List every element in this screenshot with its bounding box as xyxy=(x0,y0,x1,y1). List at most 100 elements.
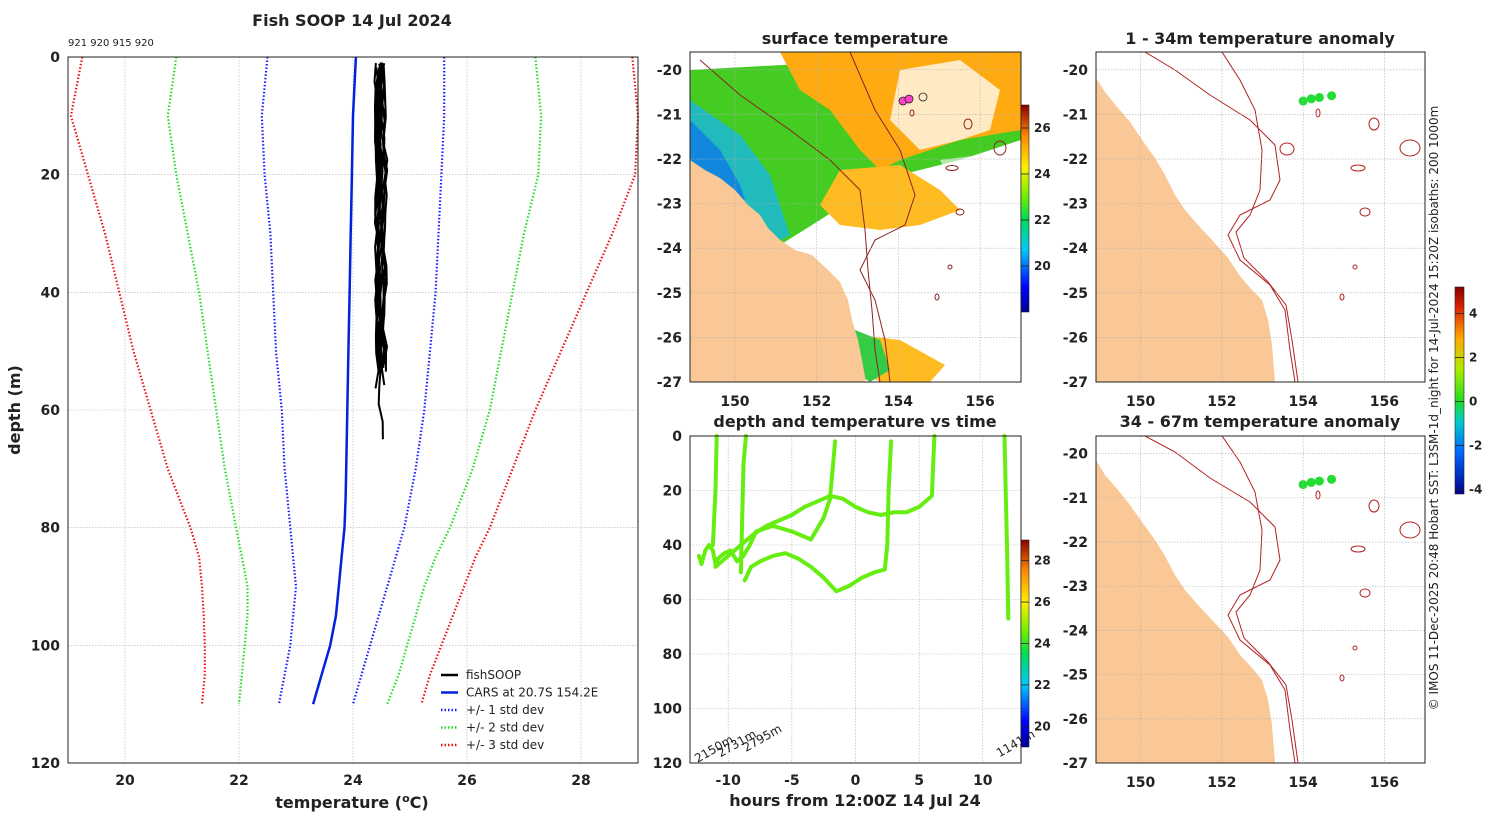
map-ytick-label: -26 xyxy=(1063,712,1088,728)
anomaly-1-seamount-6 xyxy=(1315,108,1321,118)
profile-panel: Fish SOOP 14 Jul 2024 921 920 915 920 20… xyxy=(5,11,640,812)
ts-xtick-label: 10 xyxy=(973,773,993,789)
map-xtick-label: 152 xyxy=(1207,775,1236,791)
profile-ytick-label: 40 xyxy=(41,285,61,301)
ts-ytick-label: 60 xyxy=(663,593,683,609)
anomaly-point xyxy=(1306,477,1316,487)
sst-cloud-gap xyxy=(890,60,1000,150)
anomaly-2-seamount-3 xyxy=(1359,588,1371,598)
map-ytick-label: -25 xyxy=(1063,668,1088,684)
ts-xtick-label: 0 xyxy=(851,773,861,789)
anomaly-map-2-frame xyxy=(1095,435,1426,764)
map-ytick-label: -24 xyxy=(1063,241,1089,257)
anomaly-1-seamount-8 xyxy=(1339,293,1345,301)
anomaly-1-seamount-5 xyxy=(1279,142,1295,156)
colorbar-tick-label: -2 xyxy=(1469,439,1482,453)
legend-label: fishSOOP xyxy=(466,668,521,682)
sst-colorbar-ticks: 20 22 24 26 xyxy=(1021,121,1051,273)
profile-xtick-label: 26 xyxy=(457,773,476,789)
map-ytick-label: -26 xyxy=(1063,330,1088,346)
colorbar-tick-label: -4 xyxy=(1469,483,1482,497)
anomaly-map-2-ticks: 150 152 154 156 -20 -21 -22 -23 -24 -25 -26 -27 xyxy=(1063,436,1425,791)
map-ytick-label: -21 xyxy=(1063,107,1088,123)
anomaly-1-seamount-3 xyxy=(1359,207,1371,217)
map-ytick-label: -21 xyxy=(1063,491,1088,507)
map-ytick-label: -22 xyxy=(1063,152,1088,168)
colorbar-tick-label: 20 xyxy=(1034,259,1051,273)
map-xtick-label: 156 xyxy=(1370,394,1399,410)
map-xtick-label: 154 xyxy=(884,394,913,410)
map-xtick-label: 154 xyxy=(1289,775,1318,791)
anomaly-2-seamount-1 xyxy=(1368,499,1380,513)
anomaly-map-2-panel: 34 - 67m temperature anomaly 150 152 154 15… xyxy=(1063,412,1426,791)
profile-xlabel: temperature (oC) xyxy=(275,792,428,812)
anomaly-colorbar xyxy=(1454,286,1465,495)
profile-ytick-label: 0 xyxy=(50,50,60,66)
anomaly-2-seamount-2 xyxy=(1350,545,1366,553)
ts-ytick-label: 120 xyxy=(653,756,682,772)
anomaly-1-seamount-4 xyxy=(1399,139,1421,157)
anomaly-1-isobath-1000 xyxy=(1221,52,1299,382)
anomaly-2-seamount-5 xyxy=(1315,490,1321,500)
time-series-title: depth and temperature vs time xyxy=(713,412,996,431)
profile-title: Fish SOOP 14 Jul 2024 xyxy=(252,11,452,30)
colorbar-tick-label: 26 xyxy=(1034,121,1051,135)
ts-track-line xyxy=(1002,434,1011,621)
anomaly-2-isobath-200 xyxy=(1144,436,1296,763)
credit-text: © IMOS 11-Dec-2025 20:48 Hobart SST: L3S… xyxy=(1427,106,1441,711)
colorbar-tick-label: 4 xyxy=(1469,306,1477,320)
profile-xtick-label: 24 xyxy=(343,773,363,789)
ts-track-line xyxy=(742,439,894,594)
ts-bottom-depth-label: 2795m xyxy=(741,721,785,754)
sst-seamount-7 xyxy=(934,293,940,301)
map-ytick-label: -23 xyxy=(1063,579,1088,595)
colorbar-tick-label: 24 xyxy=(1034,637,1051,651)
map-ytick-label: -27 xyxy=(657,375,682,391)
anomaly-point xyxy=(1327,474,1337,484)
ts-xtick-label: -5 xyxy=(784,773,800,789)
colorbar-tick-label: 2 xyxy=(1469,350,1477,364)
anomaly-1-points xyxy=(1298,91,1337,106)
profile-lines xyxy=(69,56,640,705)
map-ytick-label: -20 xyxy=(1063,63,1089,79)
colorbar-tick-label: 28 xyxy=(1034,554,1051,568)
anomaly-point xyxy=(1314,476,1324,486)
time-series-panel: depth and temperature vs time -10 -5 0 5 100… xyxy=(653,412,1051,810)
profile-subtitle: 921 920 915 920 xyxy=(68,38,154,49)
map-xtick-label: 152 xyxy=(802,394,831,410)
map-ytick-label: -24 xyxy=(657,241,683,257)
colorbar-tick-label: 26 xyxy=(1034,595,1051,609)
cars-mean-line xyxy=(311,56,358,705)
time-series-colorbar-ticks: 20 22 24 26 28 xyxy=(1021,554,1051,733)
profile-ytick-label: 100 xyxy=(31,638,60,654)
colorbar-tick-label: 22 xyxy=(1034,213,1051,227)
sst-seamount-6 xyxy=(947,264,953,270)
anomaly-1-seamount-7 xyxy=(1352,264,1358,270)
sst-seamount-3 xyxy=(955,208,965,216)
map-ytick-label: -21 xyxy=(657,107,682,123)
profile-ytick-label: 60 xyxy=(41,403,61,419)
std-dev-line xyxy=(69,56,206,705)
sst-seamount-1 xyxy=(963,118,973,130)
ts-xtick-label: 5 xyxy=(914,773,924,789)
legend-label: +/- 3 std dev xyxy=(466,738,544,752)
sst-cloud-gap-2 xyxy=(940,150,1021,195)
std-dev-line xyxy=(260,56,298,705)
anomaly-point xyxy=(1314,92,1324,102)
colorbar-tick-label: 20 xyxy=(1034,719,1051,733)
ts-ytick-label: 0 xyxy=(672,429,682,445)
map-ytick-label: -22 xyxy=(1063,535,1088,551)
fishsoop-profile xyxy=(373,62,389,440)
ts-bottom-depth-label: 1141m xyxy=(994,727,1038,760)
ts-ytick-label: 100 xyxy=(653,702,682,718)
anomaly-map-1-panel: 1 - 34m temperature anomaly 150 152 154 156… xyxy=(1063,29,1426,410)
map-ytick-label: -20 xyxy=(1063,447,1089,463)
map-ytick-label: -23 xyxy=(657,197,682,213)
std-dev-line xyxy=(166,56,249,705)
std-dev-line xyxy=(386,56,543,705)
ts-track-line xyxy=(713,434,937,569)
sst-seamount-5 xyxy=(909,109,915,117)
ts-track-line xyxy=(710,434,719,547)
profile-axes-frame xyxy=(67,56,639,764)
